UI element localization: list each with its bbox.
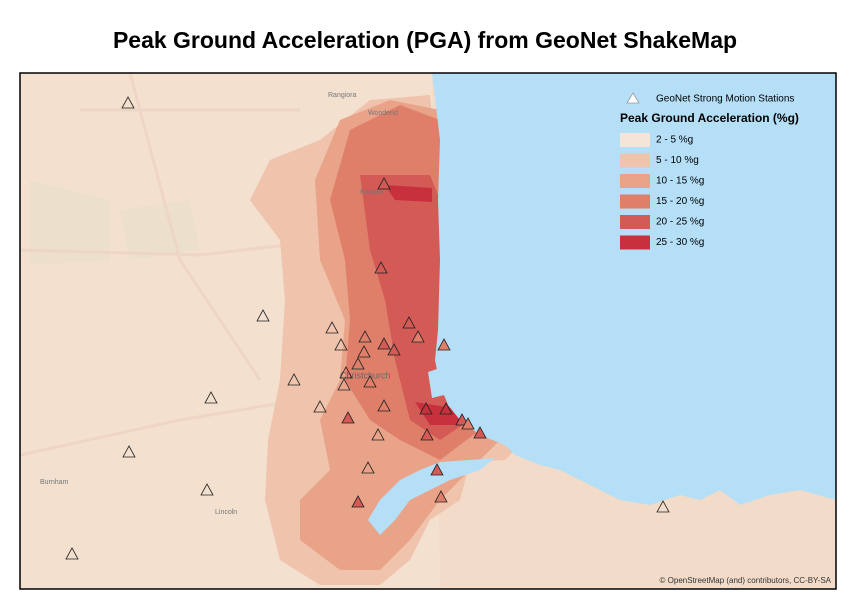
legend-label: 15 - 20 %g (656, 196, 704, 207)
station (656, 500, 670, 513)
place-label: Woodend (368, 110, 398, 117)
station (351, 495, 365, 508)
station (339, 366, 353, 379)
legend-label: 20 - 25 %g (656, 217, 704, 228)
station (65, 547, 79, 560)
station (204, 391, 218, 404)
legend-swatch (620, 133, 650, 147)
station (402, 316, 416, 329)
station (437, 338, 451, 351)
station (419, 402, 433, 415)
station (256, 309, 270, 322)
title: Peak Ground Acceleration (PGA) from GeoN… (113, 27, 737, 53)
station (121, 96, 135, 109)
legend-label: 25 - 30 %g (656, 237, 704, 248)
legend-title: Peak Ground Acceleration (%g) (620, 111, 799, 125)
legend-label: 5 - 10 %g (656, 155, 699, 166)
place-label: Kaiapoi (360, 189, 384, 196)
station (287, 373, 301, 386)
station (374, 261, 388, 274)
station (200, 483, 214, 496)
station (377, 399, 391, 412)
legend-swatch (620, 153, 650, 168)
station (434, 490, 448, 503)
legend-label: 2 - 5 %g (656, 135, 693, 146)
place-label: Rangiora (328, 92, 357, 99)
legend-label: 10 - 15 %g (656, 176, 704, 187)
station (377, 337, 391, 350)
legend-swatch (620, 174, 650, 188)
attribution: © OpenStreetMap (and) contributors, CC-B… (660, 576, 832, 585)
place-label: Christchurch (340, 370, 391, 380)
pga-contour (360, 175, 470, 440)
legend: GeoNet Strong Motion Stations Peak Groun… (620, 92, 799, 250)
station (461, 417, 475, 430)
station (371, 428, 385, 441)
stations (65, 96, 670, 560)
legend-station-symbol (626, 92, 640, 104)
legend-swatch (620, 215, 650, 229)
map: Rangiora Woodend Kaiapoi Christchurch Li… (20, 73, 836, 589)
station (361, 461, 375, 474)
station (377, 177, 391, 190)
station (439, 402, 453, 415)
station (358, 330, 372, 343)
station (313, 400, 327, 413)
station (455, 413, 469, 426)
place-label: Lincoln (215, 509, 237, 516)
sea (368, 73, 836, 535)
legend-swatch (620, 235, 650, 250)
station (334, 338, 348, 351)
station (325, 321, 339, 334)
station (351, 357, 365, 370)
station (337, 378, 351, 391)
place-label: Burnham (40, 479, 69, 486)
station (357, 345, 371, 358)
station (411, 330, 425, 343)
station (387, 343, 401, 356)
legend-station-label: GeoNet Strong Motion Stations (656, 94, 794, 105)
station (420, 428, 434, 441)
station (341, 411, 355, 424)
station (122, 445, 136, 458)
station (363, 375, 377, 388)
station (473, 426, 487, 439)
forest (30, 180, 200, 265)
roads (20, 73, 331, 457)
map-frame (19, 72, 837, 590)
legend-swatch (620, 194, 650, 209)
station (430, 463, 444, 476)
